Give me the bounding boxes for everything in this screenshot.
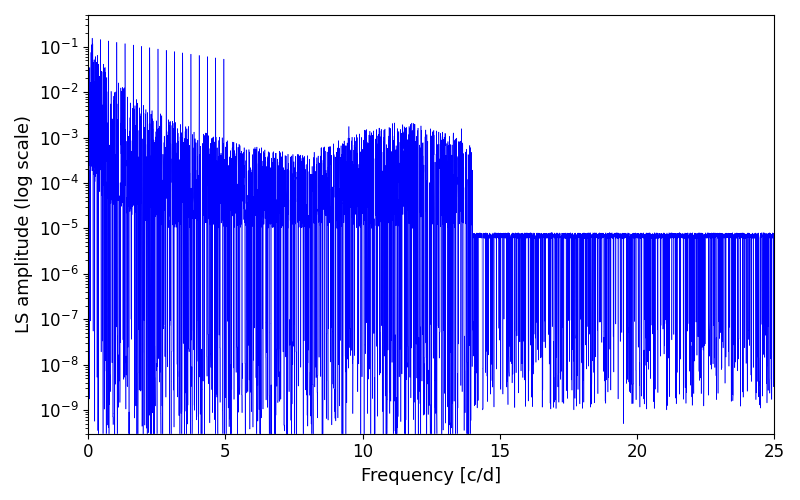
Y-axis label: LS amplitude (log scale): LS amplitude (log scale) xyxy=(15,116,33,334)
X-axis label: Frequency [c/d]: Frequency [c/d] xyxy=(361,467,502,485)
